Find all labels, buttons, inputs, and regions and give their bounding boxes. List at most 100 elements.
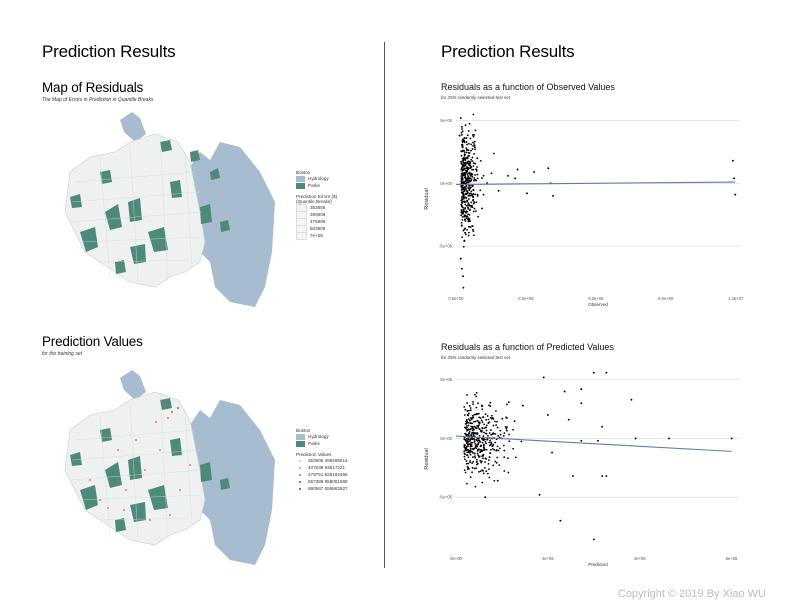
data-point <box>465 425 468 427</box>
data-point <box>462 245 465 248</box>
data-point <box>472 428 475 431</box>
data-point <box>462 195 465 198</box>
data-point <box>547 167 550 170</box>
data-point <box>489 452 491 455</box>
data-point <box>466 443 469 445</box>
data-point <box>467 218 469 221</box>
data-point <box>503 470 506 472</box>
data-point <box>462 211 464 214</box>
data-point <box>580 402 583 405</box>
data-point <box>466 410 469 412</box>
data-point <box>471 451 474 454</box>
data-point <box>485 470 488 473</box>
data-point <box>496 479 499 482</box>
data-point <box>468 203 471 206</box>
data-point <box>477 456 480 458</box>
data-point <box>494 433 497 435</box>
legend-hydrology-label: Hydrology <box>308 176 329 181</box>
data-point <box>478 416 481 419</box>
legend-scale-item: 503906 <box>310 226 326 231</box>
legend-scale-item: 407638 93617221 <box>308 465 346 470</box>
predicted-chart-title: Residuals as a function of Predicted Val… <box>441 342 614 352</box>
data-point <box>483 423 486 426</box>
data-point <box>464 188 467 190</box>
data-point <box>465 151 468 154</box>
data-point <box>474 432 477 435</box>
data-point <box>475 170 478 172</box>
data-point <box>467 216 469 219</box>
residual-map-title: Map of Residuals <box>42 80 144 95</box>
data-point <box>474 162 477 165</box>
x-tick-label: 6e+06 <box>726 556 738 561</box>
residual-map-legend: Boston Hydrology Parks Prediction Errors… <box>296 170 337 240</box>
data-point <box>481 481 484 484</box>
data-point <box>592 538 595 541</box>
data-point <box>489 416 492 419</box>
data-point <box>469 443 472 445</box>
data-point <box>461 128 463 130</box>
data-point <box>487 435 489 437</box>
data-point <box>481 207 483 210</box>
data-point <box>475 467 477 470</box>
data-point <box>533 171 536 173</box>
data-point <box>460 204 463 206</box>
data-point <box>463 414 466 416</box>
data-point <box>466 166 468 168</box>
data-point <box>462 197 465 200</box>
data-point <box>482 174 485 177</box>
data-point <box>469 187 471 190</box>
data-point <box>471 175 474 178</box>
data-point <box>461 130 464 133</box>
data-point <box>481 421 484 424</box>
data-point <box>463 149 465 152</box>
data-point <box>493 152 495 155</box>
data-point <box>471 206 474 209</box>
data-point <box>496 445 499 448</box>
data-point <box>469 194 471 197</box>
x-tick-label: 0e+00 <box>450 556 462 561</box>
data-point <box>472 162 475 165</box>
data-point <box>472 460 475 463</box>
data-point <box>460 150 463 153</box>
data-point <box>477 437 480 440</box>
data-point <box>467 449 470 452</box>
data-point <box>462 206 464 209</box>
data-point <box>465 137 468 140</box>
data-point <box>462 180 465 183</box>
data-point <box>480 460 483 463</box>
data-point <box>465 196 468 199</box>
data-point <box>461 181 464 184</box>
data-point <box>507 457 509 460</box>
data-point <box>476 193 479 196</box>
data-point <box>478 422 481 425</box>
data-point <box>502 444 505 447</box>
data-point <box>469 453 472 456</box>
data-point <box>469 161 472 163</box>
legend-base-title: Boston <box>296 428 311 433</box>
legend-scale-subtitle: (Quantile Breaks) <box>296 199 332 204</box>
data-point <box>474 456 477 459</box>
fit-line <box>455 181 736 186</box>
data-point <box>498 436 501 439</box>
data-point <box>484 438 486 441</box>
data-point <box>466 143 468 146</box>
data-point <box>483 443 485 446</box>
data-point <box>482 416 485 419</box>
data-point <box>498 464 501 467</box>
data-point <box>466 402 469 404</box>
data-point <box>476 443 478 446</box>
data-point <box>490 433 493 436</box>
x-axis-label: Predicted <box>588 562 608 567</box>
data-point <box>481 177 483 179</box>
data-point <box>466 161 469 163</box>
fit-line <box>455 435 732 452</box>
data-point <box>466 454 469 457</box>
data-point <box>472 202 475 205</box>
data-point <box>481 469 484 471</box>
data-point <box>464 174 466 177</box>
data-point <box>472 400 474 403</box>
data-point <box>491 414 493 417</box>
observed-residual-chart: 5e+05 0e+00 -5e+05 0.0e+00 3.0e+06 6.0e+06 9.0… <box>424 113 744 307</box>
data-point <box>466 413 469 416</box>
data-point <box>469 174 472 177</box>
